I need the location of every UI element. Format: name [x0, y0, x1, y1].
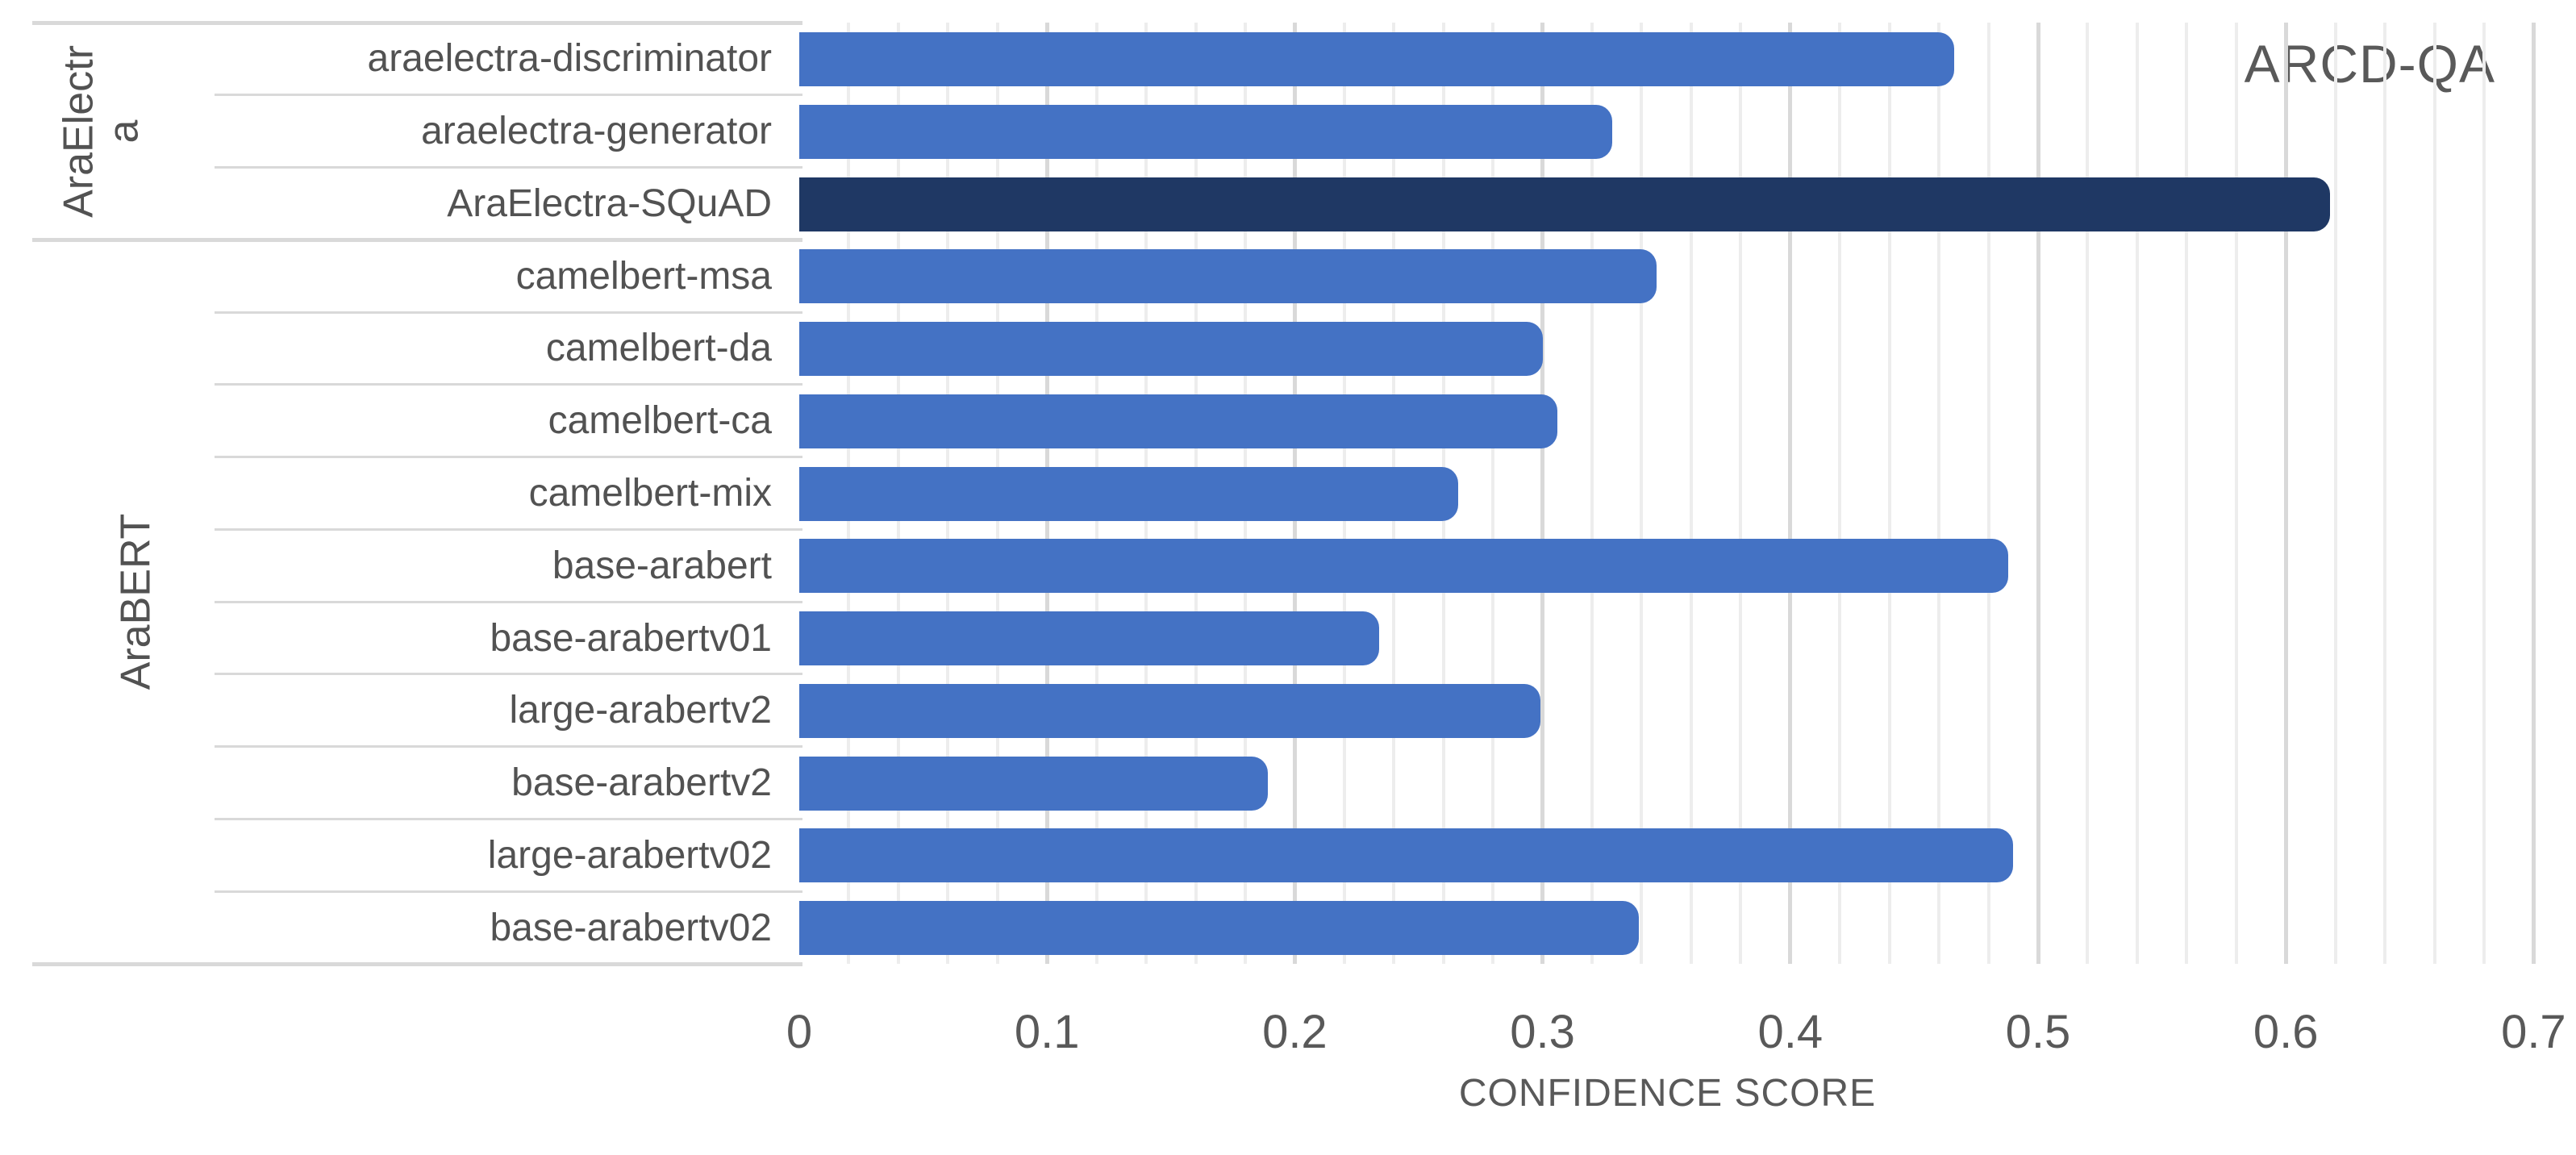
gridline-minor	[1838, 23, 1842, 964]
row-separator	[215, 166, 802, 169]
row-separator	[215, 890, 802, 893]
bar-base-arabertv2	[799, 756, 1268, 811]
gridline-minor	[1689, 23, 1693, 964]
axis-line-top	[32, 20, 802, 25]
gridline-major	[2036, 23, 2040, 964]
x-tick-label: 0.7	[2501, 1006, 2566, 1058]
category-label: base-arabertv2	[511, 761, 772, 805]
x-axis-title: CONFIDENCE SCORE	[1458, 1072, 1877, 1115]
x-tick-label: 0.4	[1757, 1006, 1824, 1058]
x-tick-label: 0.5	[2005, 1006, 2071, 1058]
category-label: camelbert-mix	[528, 471, 772, 515]
gridline-minor	[1491, 23, 1495, 964]
category-label: large-arabertv02	[487, 833, 772, 877]
group-label: AraElectra	[55, 44, 147, 218]
gridline-minor	[1590, 23, 1594, 964]
row-separator	[215, 311, 802, 314]
gridline-major	[2531, 23, 2536, 964]
row-separator	[215, 745, 802, 748]
chart-title: ARCD-QA	[2244, 34, 2495, 94]
gridline-minor	[1986, 23, 1990, 964]
row-separator	[215, 673, 802, 676]
row-separator	[215, 600, 802, 603]
x-tick-label: 0	[786, 1006, 813, 1058]
gridline-minor	[2432, 23, 2436, 964]
x-tick-label: 0.3	[1510, 1006, 1575, 1058]
category-label: camelbert-da	[545, 327, 772, 370]
row-separator	[215, 817, 802, 820]
bar-large-arabertv02	[799, 828, 2013, 883]
gridline-minor	[2333, 23, 2337, 964]
gridline-major	[2283, 23, 2288, 964]
category-label: large-arabertv2	[509, 689, 773, 732]
row-separator	[215, 94, 802, 97]
row-separator	[215, 456, 802, 459]
axis-line-bottom	[32, 961, 802, 966]
category-label: base-arabertv01	[490, 616, 772, 660]
gridline-minor	[2086, 23, 2090, 964]
gridline-major	[1788, 23, 1793, 964]
bar-camelbert-ca	[799, 394, 1557, 448]
gridline-minor	[2135, 23, 2139, 964]
row-separator	[215, 527, 802, 531]
gridline-major	[1540, 23, 1545, 964]
bar-araelectra-discriminator	[799, 32, 1954, 86]
group-label-block: AraBERT	[0, 240, 297, 964]
category-label: base-arabert	[552, 544, 772, 587]
bar-camelbert-da	[799, 322, 1543, 377]
gridline-minor	[1640, 23, 1644, 964]
category-label: araelectra-generator	[421, 110, 772, 153]
category-label: base-arabertv02	[490, 906, 772, 949]
x-tick-label: 0.2	[1262, 1006, 1328, 1058]
gridline-minor	[1739, 23, 1743, 964]
category-label: camelbert-msa	[515, 254, 772, 298]
group-separator	[32, 237, 802, 242]
bar-camelbert-mix	[799, 466, 1458, 521]
bar-camelbert-msa	[799, 249, 1657, 304]
x-tick-label: 0.1	[1014, 1006, 1080, 1058]
bar-araelectra-generator	[799, 104, 1612, 159]
gridline-minor	[2185, 23, 2189, 964]
bar-large-arabertv2	[799, 683, 1540, 738]
bar-AraElectra-SQuAD	[799, 177, 2330, 231]
category-label: araelectra-discriminator	[367, 37, 773, 81]
bar-base-arabertv01	[799, 611, 1379, 666]
bar-base-arabertv02	[799, 901, 1639, 956]
gridline-minor	[2482, 23, 2486, 964]
category-label: AraElectra-SQuAD	[447, 181, 772, 225]
x-tick-label: 0.6	[2253, 1006, 2319, 1058]
gridline-minor	[2234, 23, 2238, 964]
gridline-minor	[1887, 23, 1891, 964]
row-separator	[215, 383, 802, 386]
group-label: AraBERT	[112, 513, 159, 690]
gridline-minor	[2383, 23, 2387, 964]
bar-base-arabert	[799, 539, 2008, 594]
group-label-block: AraElectra	[0, 23, 262, 240]
category-label: camelbert-ca	[548, 399, 772, 443]
gridline-minor	[1937, 23, 1941, 964]
